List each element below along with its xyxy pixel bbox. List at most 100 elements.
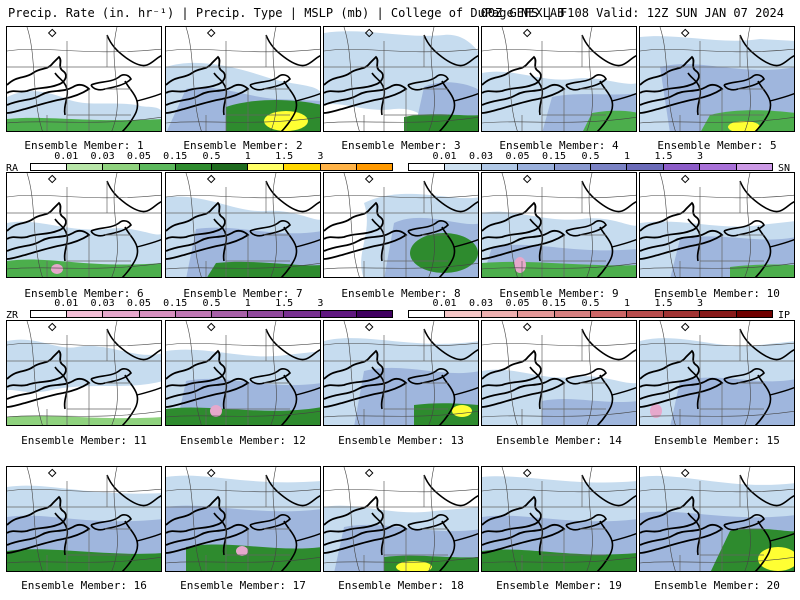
ensemble-member-map [481,320,637,426]
colorbar-snow: 0.01 0.03 0.05 0.15 0.5 1 1.5 3 SN [408,151,793,175]
colorbar-swatch [554,311,592,317]
ensemble-member-label: Ensemble Member: 6 [24,287,144,300]
colorbar-swatch [175,311,213,317]
precip-map-svg [640,27,794,131]
precip-map-svg [166,321,320,425]
colorbar-tick-label: 0.5 [202,298,221,309]
precip-map-svg [166,27,320,131]
colorbar-tick-label: 0.15 [163,298,188,309]
ensemble-member-label: Ensemble Member: 3 [341,139,461,152]
colorbar-tick-label: 0.5 [202,151,221,162]
ensemble-member-label: Ensemble Member: 17 [180,579,306,592]
colorbar-swatch [481,311,519,317]
colorbar-tick-label: 0.01 [54,298,79,309]
colorbar-tick-label: 0.5 [581,298,600,309]
colorbar-swatch [627,311,664,317]
ensemble-member-label: Ensemble Member: 12 [180,434,306,447]
ensemble-member-map [323,26,479,132]
colorbar-tick-label: 0.15 [163,151,188,162]
colorbar-sleet-ticks: 0.01 0.03 0.05 0.15 0.5 1 1.5 3 [408,298,773,309]
colorbar-swatch [67,164,104,170]
ensemble-member-label: Ensemble Member: 4 [499,139,619,152]
colorbar-tick-label: 1 [244,298,251,309]
ensemble-member-map [165,26,321,132]
precip-map-svg [166,173,320,277]
colorbar-rain-label: RA [6,163,19,174]
colorbar-swatch [284,311,321,317]
ensemble-member-label: Ensemble Member: 5 [657,139,777,152]
ensemble-member-map [165,172,321,278]
ensemble-member-map [6,320,162,426]
colorbar-tick-label: 1.5 [654,151,673,162]
ensemble-member-map [323,466,479,572]
colorbar-swatch [31,311,68,317]
header-valid-time: 00Z GEFS | F108 Valid: 12Z SUN JAN 07 20… [480,6,784,20]
ensemble-member-map [481,466,637,572]
colorbar-swatch [518,311,555,317]
ensemble-member-map [639,26,795,132]
colorbar-tick-label: 1.5 [275,151,294,162]
colorbar-tick-label: 0.03 [468,298,494,309]
colorbar-swatch [139,311,176,317]
colorbar-swatch [356,164,393,170]
colorbar-freezing-rain-ticks: 0.01 0.03 0.05 0.15 0.5 1 1.5 3 [30,298,393,309]
ensemble-member-map [6,26,162,132]
colorbar-swatch [284,164,321,170]
colorbar-swatch [736,164,773,170]
ensemble-member-map [481,26,637,132]
colorbar-swatch [320,164,357,170]
colorbar-swatch [320,311,357,317]
colorbar-swatch [445,164,482,170]
colorbar-sleet-label: IP [778,310,791,321]
colorbar-swatch [663,164,701,170]
colorbar-tick-label: 1 [623,151,631,162]
ensemble-member-map [165,320,321,426]
precip-map-svg [640,467,794,571]
colorbar-swatch [409,164,446,170]
colorbar-tick-label: 1 [244,151,251,162]
ensemble-member-map [323,172,479,278]
colorbar-swatch [248,311,285,317]
colorbar-tick-label: 0.01 [432,151,457,162]
precip-map-svg [7,467,161,571]
colorbar-tick-label: 0.05 [505,151,530,162]
colorbar-tick-label: 0.05 [505,298,530,309]
ensemble-member-label: Ensemble Member: 9 [499,287,619,300]
colorbar-sleet-swatches [408,310,773,318]
colorbar-tick-label: 3 [696,298,704,309]
colorbar-swatch [663,311,701,317]
colorbar-tick-label: 0.01 [432,298,457,309]
colorbar-swatch [103,164,140,170]
colorbar-rain-swatches [30,163,393,171]
ensemble-member-label: Ensemble Member: 15 [654,434,780,447]
ensemble-member-label: Ensemble Member: 1 [24,139,144,152]
precip-map-svg [482,321,636,425]
precip-map-svg [482,173,636,277]
colorbar-swatch [700,164,737,170]
colorbar-swatch [627,164,664,170]
colorbar-tick-label: 0.03 [90,298,115,309]
colorbar-swatch [248,164,285,170]
colorbar-swatch [554,164,592,170]
colorbar-swatch [445,311,482,317]
colorbar-swatch [409,311,446,317]
ensemble-member-label: Ensemble Member: 19 [496,579,622,592]
colorbar-tick-label: 3 [317,151,324,162]
colorbar-swatch [175,164,213,170]
precip-map-svg [324,27,478,131]
colorbar-swatch [591,164,628,170]
colorbar-freezing-rain: ZR 0.01 0.03 0.05 0.15 0.5 1 1.5 3 [6,298,393,322]
colorbar-swatch [67,311,104,317]
ensemble-member-map [639,466,795,572]
colorbar-swatch [736,311,773,317]
precip-map-svg [640,321,794,425]
colorbar-sleet: 0.01 0.03 0.05 0.15 0.5 1 1.5 3 IP [408,298,793,322]
colorbar-snow-swatches [408,163,773,171]
precip-map-svg [7,321,161,425]
colorbar-tick-label: 0.15 [541,298,567,309]
colorbar-tick-label: 0.05 [126,298,151,309]
ensemble-member-map [481,172,637,278]
colorbar-swatch [591,311,628,317]
ensemble-member-label: Ensemble Member: 16 [21,579,147,592]
ensemble-member-label: Ensemble Member: 14 [496,434,622,447]
